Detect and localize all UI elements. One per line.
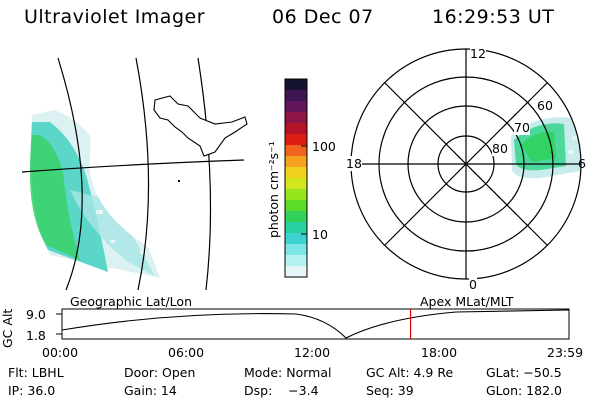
timeline-left-caption: Geographic Lat/Lon [70,294,192,309]
mlt-label-18: 18 [346,156,362,171]
header-time: 16:29:53 UT [432,6,555,28]
info-filter: Flt: LBHL [8,365,64,380]
colorbar-band [285,178,307,190]
colorbar-band [285,123,307,135]
info-glat: GLat: −50.5 [486,365,562,380]
colorbar-band [285,189,307,201]
colorbar-band [285,200,307,212]
colorbar-band [285,233,307,245]
colorbar-band [285,244,307,256]
colorbar-band [285,255,307,267]
info-glon: GLon: 182.0 [486,383,562,398]
colorbar-band [285,112,307,124]
info-gain: Gain: 14 [124,383,177,398]
info-dsp: Dsp: −3.4 [244,383,319,398]
x-tick-1200: 12:00 [294,345,331,360]
colorbar-label: photon cm⁻²s⁻¹ [266,141,281,238]
info-ip: IP: 36.0 [8,383,56,398]
x-tick-1800: 18:00 [421,345,458,360]
colorbar-band [285,266,307,278]
info-seq: Seq: 39 [366,383,414,398]
colorbar-band [285,134,307,146]
emission-region [30,110,161,278]
colorbar-band [285,145,307,157]
timeline-right-caption: Apex MLat/MLT [420,294,514,309]
mlt-label-12: 12 [470,46,486,61]
colorbar-band [285,90,307,102]
mlt-label-0: 0 [469,277,477,292]
x-tick-2359: 23:59 [547,345,584,360]
info-door: Door: Open [124,365,196,380]
app-title: Ultraviolet Imager [24,6,206,28]
info-mode: Mode: Normal [244,365,332,380]
lat-label-70: 70 [514,120,530,135]
altitude-curve [61,309,570,339]
mlt-label-6: 6 [578,156,586,171]
colorbar-band [285,211,307,223]
colorbar-band [285,222,307,234]
x-tick-0600: 06:00 [168,345,205,360]
x-tick-0000: 00:00 [42,345,79,360]
colorbar-band [285,101,307,113]
colorbar-tick-10: 10 [312,227,328,242]
altitude-timeline [56,308,570,340]
geographic-map [21,57,248,290]
timeline-y-tick-9: 9.0 [26,307,46,322]
colorbar-band [285,156,307,168]
colorbar-band [285,79,307,91]
info-gc-alt: GC Alt: 4.9 Re [366,365,454,380]
header-date: 06 Dec 07 [272,6,374,28]
continent-outline [153,95,248,157]
lat-label-80: 80 [492,141,508,156]
colorbar-tick-100: 100 [312,139,336,154]
colorbar-band [285,167,307,179]
polar-plot [350,48,582,280]
timeline-y-label: GC Alt [0,308,15,348]
timeline-y-tick-1.8: 1.8 [26,328,46,343]
colorbar [284,78,308,278]
lat-label-60: 60 [537,98,553,113]
